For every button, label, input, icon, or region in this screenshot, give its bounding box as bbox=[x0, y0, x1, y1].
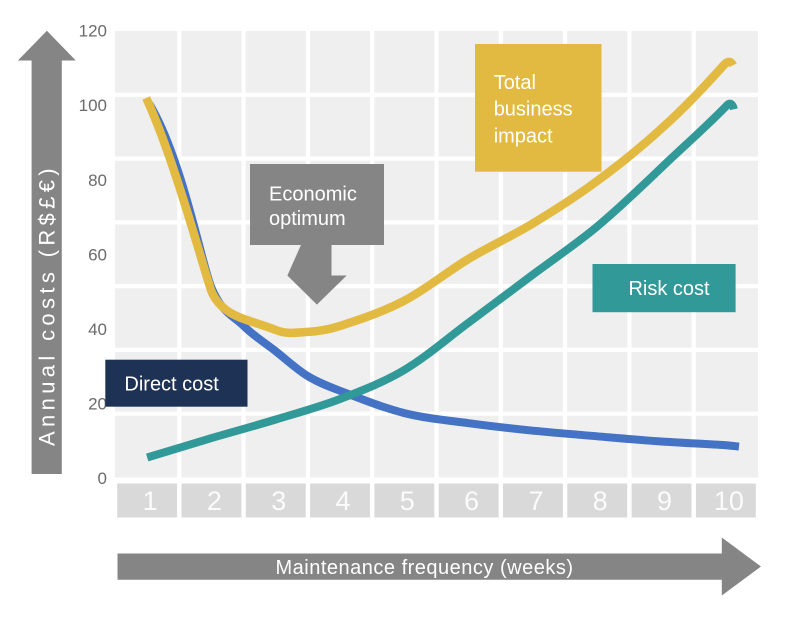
svg-text:1: 1 bbox=[143, 486, 158, 516]
svg-text:Annual costs (R$£€): Annual costs (R$£€) bbox=[35, 164, 60, 446]
svg-text:impact: impact bbox=[494, 125, 553, 147]
svg-text:2: 2 bbox=[207, 486, 222, 516]
svg-text:0: 0 bbox=[98, 469, 107, 488]
svg-text:40: 40 bbox=[88, 320, 107, 339]
svg-text:9: 9 bbox=[657, 486, 672, 516]
svg-text:20: 20 bbox=[88, 394, 107, 413]
svg-text:6: 6 bbox=[464, 486, 479, 516]
svg-text:Direct cost: Direct cost bbox=[124, 373, 219, 395]
svg-text:8: 8 bbox=[593, 486, 608, 516]
svg-text:Maintenance frequency (weeks): Maintenance frequency (weeks) bbox=[276, 557, 574, 579]
svg-text:120: 120 bbox=[79, 22, 107, 41]
svg-text:business: business bbox=[494, 99, 573, 121]
svg-text:optimum: optimum bbox=[269, 208, 346, 230]
svg-text:Total: Total bbox=[494, 72, 536, 94]
svg-text:7: 7 bbox=[528, 486, 543, 516]
svg-text:Economic: Economic bbox=[269, 184, 357, 206]
svg-text:3: 3 bbox=[271, 486, 286, 516]
svg-text:4: 4 bbox=[335, 486, 350, 516]
svg-text:80: 80 bbox=[88, 171, 107, 190]
svg-text:5: 5 bbox=[400, 486, 415, 516]
svg-text:100: 100 bbox=[79, 96, 107, 115]
svg-text:Risk cost: Risk cost bbox=[628, 278, 710, 300]
svg-text:10: 10 bbox=[714, 486, 744, 516]
svg-text:60: 60 bbox=[88, 245, 107, 264]
